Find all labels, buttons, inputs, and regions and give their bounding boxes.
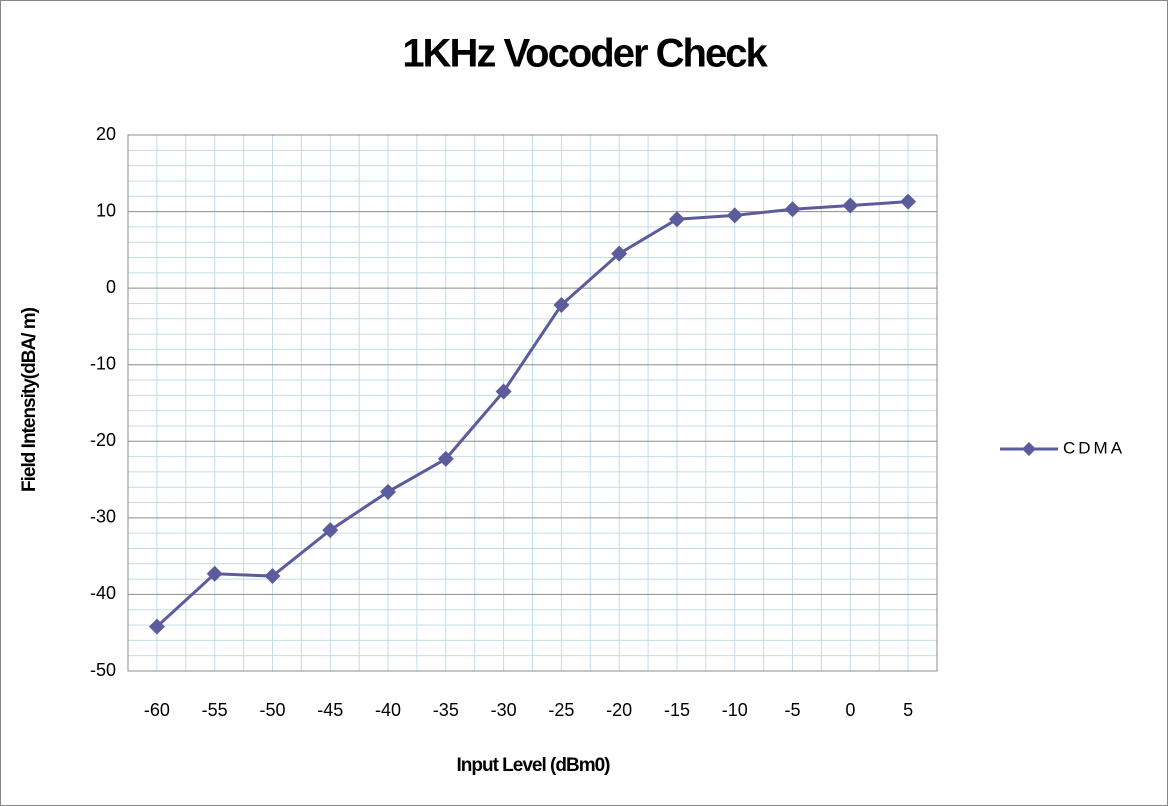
- legend-label: CDMA: [1063, 438, 1125, 457]
- data-point: [148, 618, 165, 635]
- x-tick-label: -20: [606, 700, 632, 720]
- x-tick-label: -40: [375, 700, 401, 720]
- y-tick-label: 20: [96, 124, 116, 144]
- x-tick-label: -30: [491, 700, 517, 720]
- x-tick-label: 5: [903, 700, 913, 720]
- chart-title: 1KHz Vocoder Check: [402, 32, 768, 76]
- data-point: [900, 193, 917, 210]
- data-point: [322, 522, 339, 539]
- data-point: [553, 296, 570, 313]
- x-tick-label: -5: [785, 700, 801, 720]
- data-point: [611, 245, 628, 262]
- x-tick-label: -50: [259, 700, 285, 720]
- data-point: [726, 207, 743, 224]
- data-line: [155, 200, 909, 628]
- x-tick-label: -10: [722, 700, 748, 720]
- y-tick-label: -20: [90, 430, 116, 450]
- x-tick-label: -25: [548, 700, 574, 720]
- data-point: [495, 383, 512, 400]
- x-tick-label: -55: [202, 700, 228, 720]
- legend-marker: [1022, 442, 1036, 456]
- y-tick-label: -40: [90, 583, 116, 603]
- y-tick-label: -30: [90, 507, 116, 527]
- plot-border: [127, 134, 938, 672]
- y-axis-label: Field Intensity(dBA/ m): [19, 307, 40, 492]
- data-point: [842, 197, 859, 214]
- data-point: [264, 568, 281, 585]
- x-tick-label: -60: [144, 700, 170, 720]
- y-tick-label: -10: [90, 353, 116, 373]
- x-tick-label: -15: [664, 700, 690, 720]
- data-point: [668, 211, 685, 228]
- x-tick-label: 0: [845, 700, 855, 720]
- y-tick-label: 0: [106, 277, 116, 297]
- y-tick-label: -50: [90, 660, 116, 680]
- data-point: [437, 450, 454, 467]
- x-tick-label: -35: [433, 700, 459, 720]
- data-point: [784, 201, 801, 218]
- y-tick-label: 10: [96, 200, 116, 220]
- x-tick-label: -45: [317, 700, 343, 720]
- data-point: [206, 565, 223, 582]
- data-point: [380, 483, 397, 500]
- x-axis-label: Input Level (dBm0): [456, 755, 610, 776]
